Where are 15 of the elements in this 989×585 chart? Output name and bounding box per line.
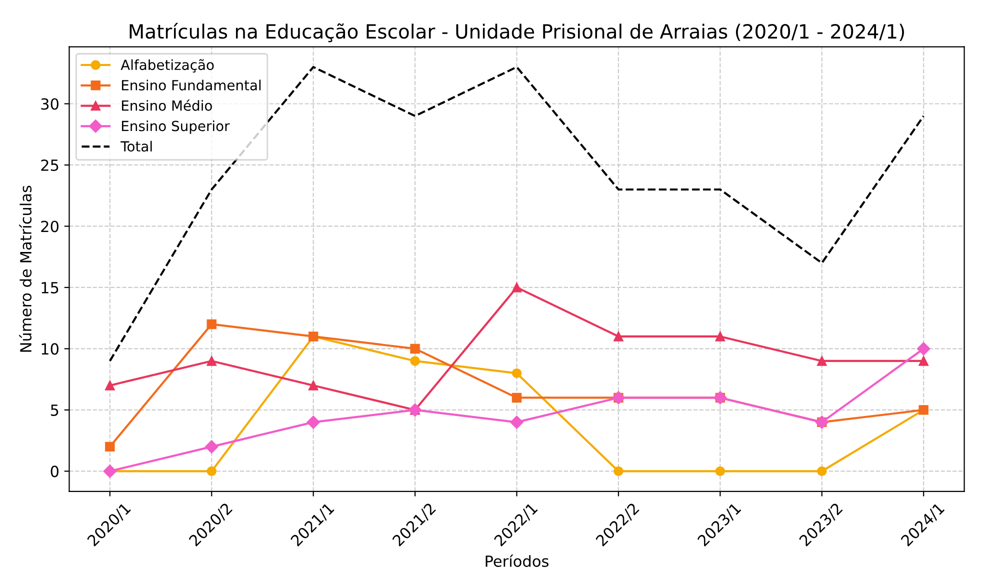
legend-label: Total (120, 140, 152, 152)
y-tick-label: 5 (50, 404, 58, 416)
legend-label: Ensino Superior (122, 120, 230, 134)
y-tick-label: 30 (41, 98, 58, 110)
y-tick-label: 0 (50, 466, 58, 478)
legend-label: Ensino Fundamental (122, 80, 261, 90)
legend-label: Ensino Médio (122, 100, 212, 111)
legend-label: Alfabetização (120, 59, 214, 73)
y-tick-label: 10 (42, 343, 58, 355)
y-axis-title: Número de Matrículas (19, 186, 32, 352)
y-tick-label: 20 (41, 220, 58, 232)
chart-title: Matrículas na Educação Escolar - Unidade Prisional de Arraias (2020/1 - 2024/1) (130, 22, 904, 42)
y-tick-label: 25 (41, 159, 58, 172)
x-axis-title: Períodos (486, 554, 548, 567)
y-tick-label: 15 (42, 282, 58, 294)
